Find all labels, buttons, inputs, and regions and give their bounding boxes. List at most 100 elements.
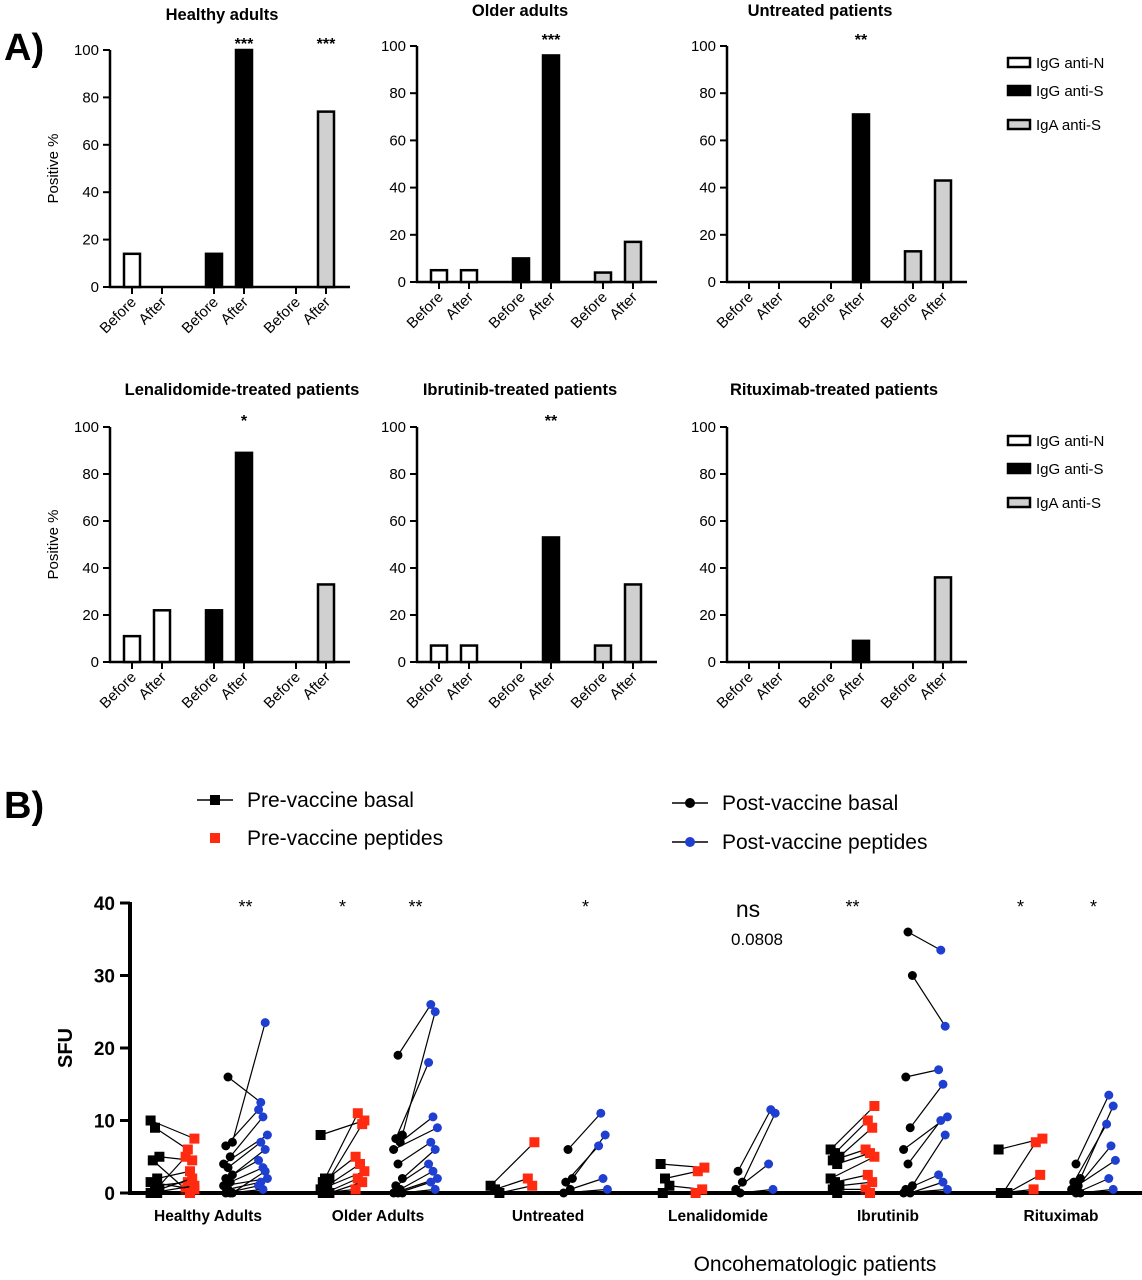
post-basal-point: [565, 1184, 575, 1194]
pre-peptides-point: [187, 1155, 198, 1166]
legend-top: IgG anti-N IgG anti-S IgA anti-S: [1006, 55, 1104, 134]
pair-line: [499, 1185, 533, 1194]
pre-peptides-point: [189, 1133, 200, 1144]
pair-line: [1073, 1123, 1108, 1183]
pair-line: [1007, 1174, 1041, 1194]
post-basal-point: [1075, 1188, 1085, 1198]
pair-line: [320, 1119, 365, 1136]
post-basal-point: [735, 1188, 745, 1198]
pre-peptides-point: [359, 1166, 370, 1177]
x-tick-label: After: [524, 289, 558, 323]
pair-line: [664, 1170, 698, 1180]
y-tick-label: 20: [699, 607, 716, 624]
post-basal-point: [389, 1145, 399, 1154]
pre-basal-point: [317, 1188, 328, 1198]
pair-line: [225, 1109, 260, 1147]
y-axis-label: Positive %: [45, 133, 62, 203]
legend-entry: IgG anti-N: [1036, 55, 1104, 72]
post-basal-point: [223, 1163, 233, 1173]
pre-peptides-point: [187, 1173, 198, 1184]
y-tick-label: 20: [82, 607, 99, 624]
pair-line: [741, 1112, 776, 1183]
category-label: Healthy Adults: [154, 1208, 262, 1225]
pair-line: [567, 1112, 602, 1150]
post-basal-point: [225, 1188, 235, 1198]
post-peptides-point: [936, 1116, 946, 1125]
post-basal-point: [899, 1145, 909, 1154]
pre-basal-point: [152, 1173, 163, 1184]
pre-basal-point: [1002, 1188, 1013, 1198]
subplot-title: Healthy adults: [166, 6, 279, 24]
scatter-group-1: Healthy Adults **: [145, 897, 272, 1225]
x-tick-label: Before: [796, 289, 839, 332]
pair-line: [326, 1163, 361, 1187]
y-tick-label: 100: [381, 419, 406, 436]
legend-entry: IgG anti-S: [1036, 83, 1104, 100]
pair-line: [909, 1083, 944, 1129]
legend-marker: [685, 798, 695, 808]
bar: [429, 268, 449, 284]
pre-peptides-point: [357, 1177, 368, 1188]
post-peptides-point: [602, 1184, 612, 1194]
x-tick-label: Before: [404, 669, 447, 712]
pair-line: [322, 1188, 356, 1194]
x-tick-label: Before: [714, 289, 757, 332]
pre-basal-point: [494, 1188, 505, 1198]
post-peptides-point: [1106, 1141, 1116, 1151]
pre-basal-point: [152, 1188, 163, 1198]
pair-line: [324, 1112, 359, 1179]
x-tick-label: Before: [97, 294, 140, 337]
pre-peptides-point: [699, 1162, 710, 1173]
post-peptides-point: [934, 1170, 944, 1180]
pre-peptides-point: [869, 1101, 880, 1111]
pair-line: [830, 1156, 875, 1180]
pair-line: [1000, 1188, 1034, 1194]
bar: [623, 240, 643, 284]
post-basal-point: [567, 1174, 577, 1183]
bar: [593, 644, 613, 664]
legend-entry: IgG anti-N: [1036, 433, 1104, 450]
post-peptides-point: [1108, 1101, 1118, 1111]
post-peptides-point: [430, 1145, 440, 1154]
pair-line: [229, 1167, 264, 1183]
y-tick-label: 0: [104, 1184, 115, 1205]
pre-peptides-point: [869, 1151, 880, 1162]
legend-b: Pre-vaccine basal Pre-vaccine peptides Pos…: [197, 789, 927, 854]
post-basal-point: [225, 1152, 235, 1162]
pair-line: [232, 1170, 266, 1194]
legend-entry: IgA anti-S: [1036, 117, 1101, 134]
scatter-group-3: Untreated *: [485, 897, 612, 1225]
pair-line: [328, 1123, 363, 1179]
y-tick-label: 60: [82, 137, 99, 154]
pair-line: [911, 975, 946, 1027]
pair-line: [232, 1149, 266, 1176]
pre-peptides-point: [865, 1188, 875, 1198]
legend-bottom: IgG anti-N IgG anti-S IgA anti-S: [1006, 433, 1104, 512]
bar: [234, 48, 254, 289]
legend-swatch: [1006, 496, 1032, 509]
pre-basal-point: [150, 1122, 160, 1133]
y-tick-label: 100: [691, 38, 716, 55]
post-peptides-point: [936, 945, 946, 955]
pair-line: [402, 1188, 436, 1194]
pre-peptides-point: [862, 1115, 873, 1126]
legend-entry: Post-vaccine basal: [722, 792, 898, 815]
x-tick-label: Before: [486, 669, 529, 712]
legend-entry: Post-vaccine peptides: [722, 831, 927, 854]
pre-peptides-point: [862, 1169, 873, 1180]
pair-line: [401, 1011, 436, 1136]
x-tick-label: After: [299, 669, 333, 703]
post-basal-point: [227, 1137, 237, 1147]
category-label: Older Adults: [332, 1208, 424, 1225]
y-tick-label: 80: [699, 85, 716, 102]
scatter-group-2: Older Adults* **: [315, 897, 442, 1225]
post-peptides-point: [938, 1177, 948, 1187]
significance-label: ***: [542, 32, 561, 49]
pair-line: [565, 1145, 600, 1183]
legend-entry: Pre-vaccine peptides: [247, 827, 443, 850]
pre-basal-point: [995, 1188, 1006, 1198]
post-basal-point: [393, 1159, 403, 1169]
y-tick-label: 40: [699, 560, 716, 577]
post-basal-point: [907, 971, 917, 980]
